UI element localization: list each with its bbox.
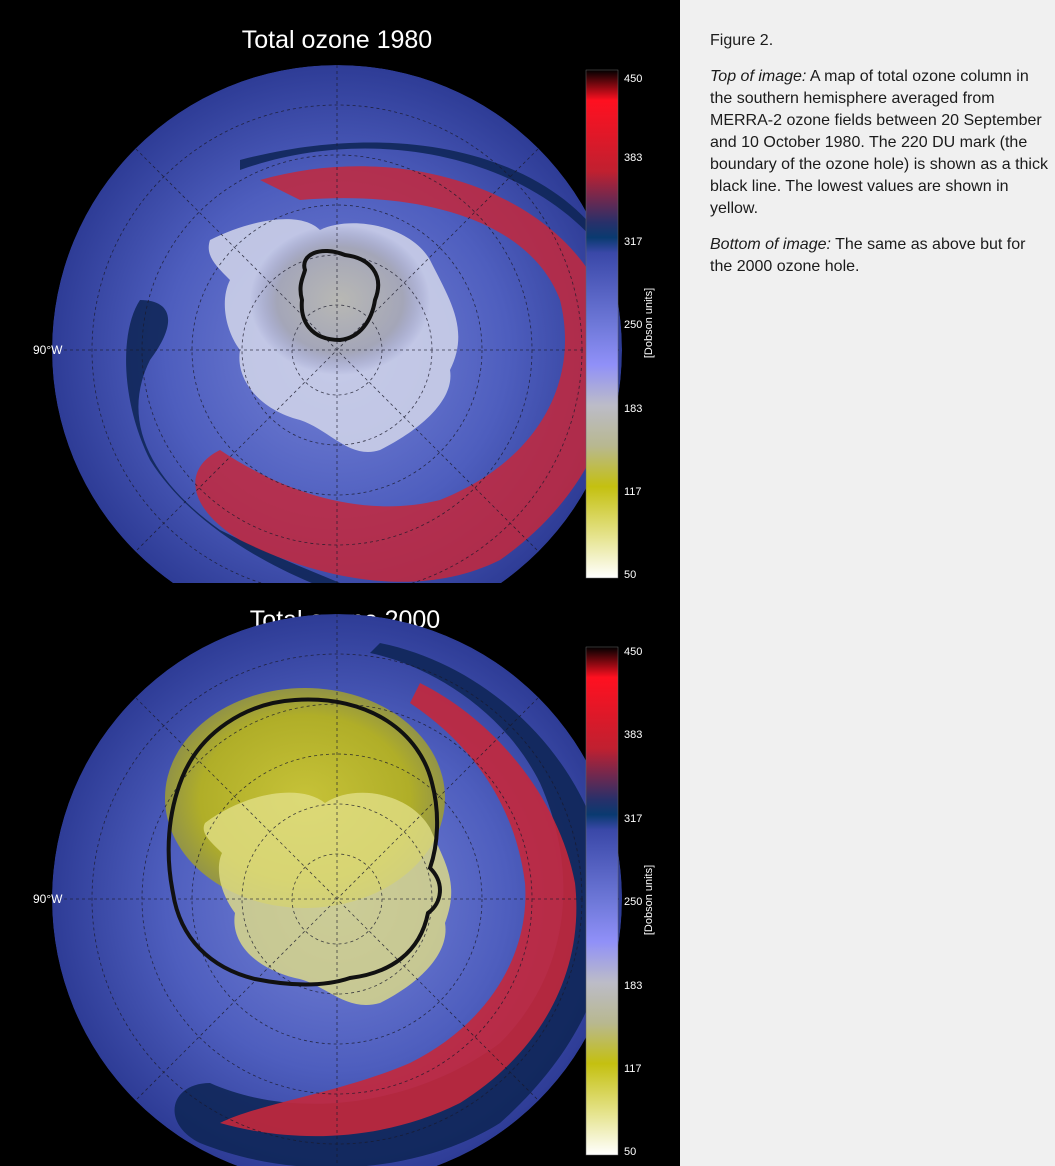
graticule	[52, 614, 622, 1166]
caption-heading: Figure 2.	[710, 32, 774, 49]
colorbar-tick: 50	[624, 569, 636, 581]
colorbar-unit-label: [Dobson units]	[643, 865, 655, 935]
graticule	[52, 65, 622, 583]
colorbar: 450 383 317 250 183 117 50 [Dobson units…	[585, 646, 655, 1158]
colorbar-tick: 317	[624, 236, 642, 248]
ozone-map-1980: Total ozone 1980	[33, 26, 655, 583]
colorbar-tick: 250	[624, 319, 642, 331]
lon-label: 90°W	[33, 892, 63, 906]
colorbar-tick: 50	[624, 1146, 636, 1158]
colorbar-tick: 317	[624, 813, 642, 825]
colorbar-tick: 383	[624, 729, 642, 741]
lon-label: 90°W	[33, 343, 63, 357]
caption-bottom-text: The same as above but for the 2000 ozone…	[710, 236, 1026, 275]
dark-band	[174, 643, 610, 1166]
figure-panel: Total ozone 1980	[0, 0, 680, 1166]
colorbar: 450 383 317 250 183 117 50 [Dobson units…	[585, 69, 655, 581]
map-disc	[52, 65, 622, 583]
colorbar-gradient	[585, 69, 619, 579]
high-ozone-band	[195, 166, 616, 582]
ozone-hole-contour	[166, 697, 442, 987]
colorbar-tick: 250	[624, 896, 642, 908]
caption-top-text: A map of total ozone column in the south…	[710, 68, 1048, 217]
ozone-hole-contour	[298, 249, 381, 343]
map-disc	[52, 614, 622, 1166]
caption-top-label: Top of image:	[710, 68, 807, 85]
colorbar-tick: 450	[624, 73, 642, 85]
colorbar-tick: 117	[624, 1063, 642, 1075]
caption-bottom-paragraph: Bottom of image: The same as above but f…	[710, 234, 1050, 278]
colorbar-tick: 183	[624, 403, 642, 415]
caption-top-paragraph: Top of image: A map of total ozone colum…	[710, 66, 1050, 220]
colorbar-tick: 450	[624, 646, 642, 658]
antarctica	[203, 792, 452, 1006]
ozone-map-2000: Total ozone 2000	[33, 606, 655, 1166]
colorbar-gradient	[585, 646, 619, 1156]
colorbar-tick: 183	[624, 980, 642, 992]
colorbar-tick: 383	[624, 152, 642, 164]
figure-caption: Figure 2. Top of image: A map of total o…	[710, 30, 1050, 292]
colorbar-tick: 117	[624, 486, 642, 498]
map-title: Total ozone 1980	[242, 26, 432, 54]
colorbar-unit-label: [Dobson units]	[643, 288, 655, 358]
caption-bottom-label: Bottom of image:	[710, 236, 831, 253]
